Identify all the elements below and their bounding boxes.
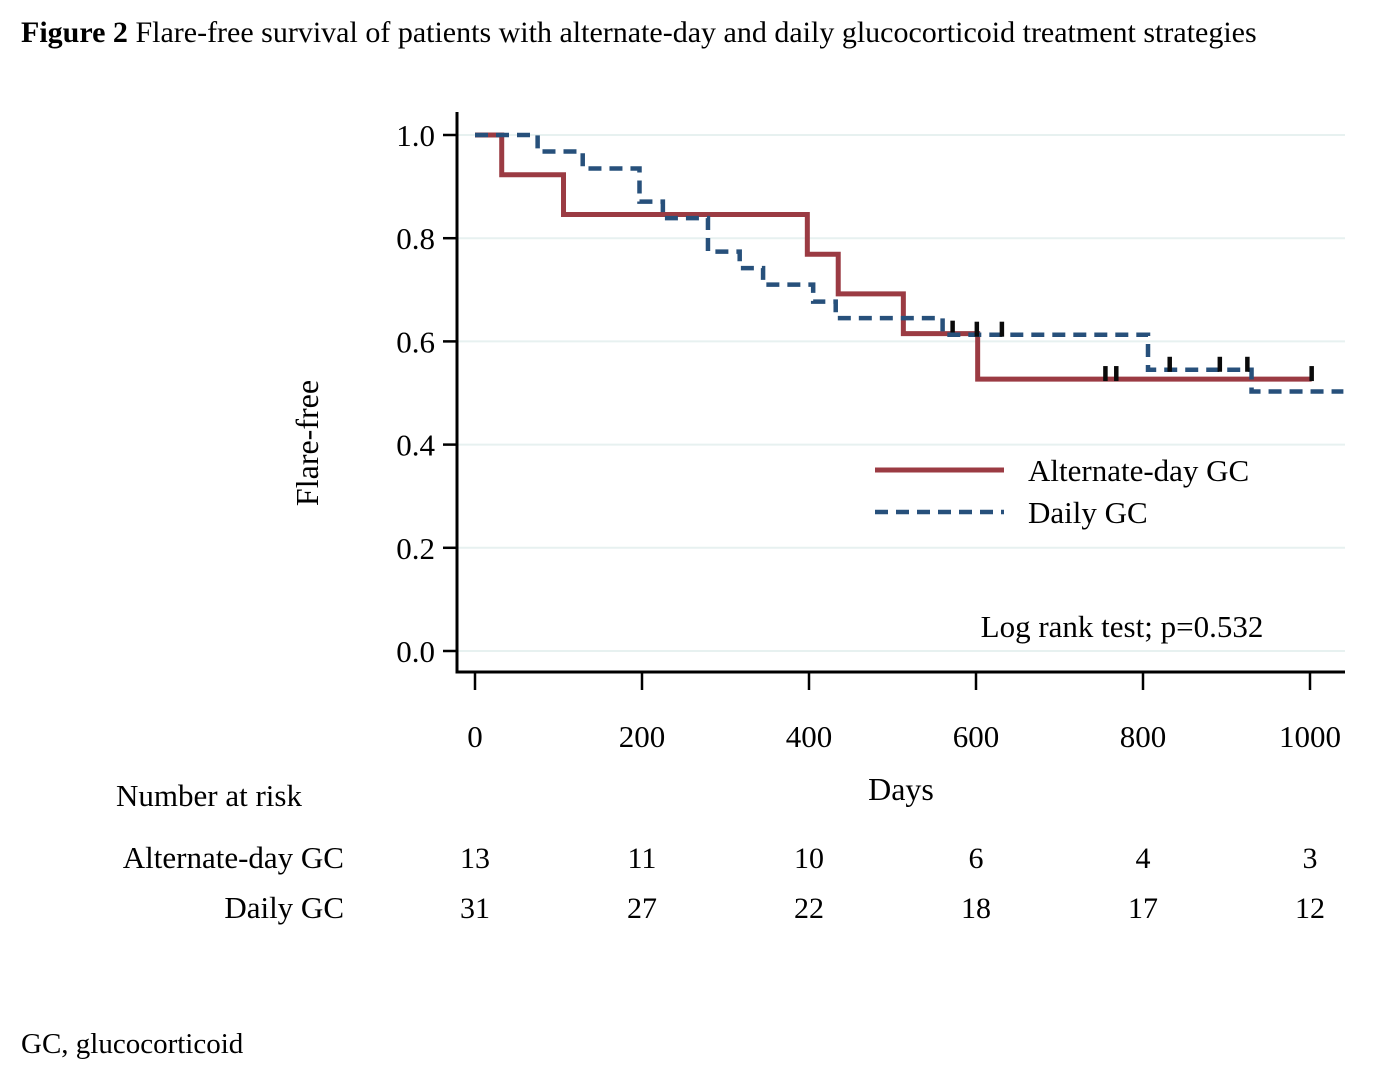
risk-row-label-alternate-day-gc: Alternate-day GC (123, 840, 344, 875)
risk-count: 6 (969, 842, 984, 875)
risk-count: 31 (460, 892, 490, 925)
risk-count: 11 (628, 842, 657, 875)
number-at-risk-header: Number at risk (116, 778, 302, 813)
risk-count: 27 (627, 892, 657, 925)
figure-footnote: GC, glucocorticoid (21, 1028, 244, 1060)
figure-title-label: Figure 2 (21, 16, 128, 49)
legend-label-daily-gc: Daily GC (1028, 495, 1148, 530)
y-tick-label: 0.2 (396, 531, 435, 566)
risk-count: 4 (1136, 842, 1151, 875)
risk-count: 10 (794, 842, 824, 875)
survival-curve-alternate-day-gc (475, 132, 1312, 382)
x-tick-label: 600 (953, 719, 1000, 754)
survival-curve-daily-gc (475, 132, 1344, 394)
risk-row-label-daily-gc: Daily GC (224, 890, 344, 925)
x-tick-label: 200 (619, 719, 666, 754)
risk-count: 13 (460, 842, 490, 875)
y-tick-label: 0.4 (396, 428, 435, 463)
risk-count: 3 (1303, 842, 1318, 875)
x-axis-title: Days (868, 771, 934, 807)
x-tick-label: 0 (467, 719, 483, 754)
risk-count: 18 (961, 892, 991, 925)
y-tick-label: 0.6 (396, 324, 435, 359)
risk-count: 12 (1295, 892, 1325, 925)
y-tick-label: 0.8 (396, 221, 435, 256)
y-tick-label: 1.0 (396, 118, 435, 153)
y-tick-label: 0.0 (396, 634, 435, 669)
risk-count: 22 (794, 892, 824, 925)
figure-title: Figure 2 Flare-free survival of patients… (21, 14, 1257, 52)
logrank-annotation: Log rank test; p=0.532 (981, 609, 1264, 644)
x-tick-label: 400 (786, 719, 833, 754)
x-tick-label: 1000 (1279, 719, 1341, 754)
figure-title-text: Flare-free survival of patients with alt… (127, 16, 1257, 49)
x-tick-label: 800 (1120, 719, 1167, 754)
risk-count: 17 (1128, 892, 1158, 925)
legend-label-alternate-day-gc: Alternate-day GC (1028, 453, 1249, 488)
y-axis-title: Flare-free (289, 380, 325, 506)
